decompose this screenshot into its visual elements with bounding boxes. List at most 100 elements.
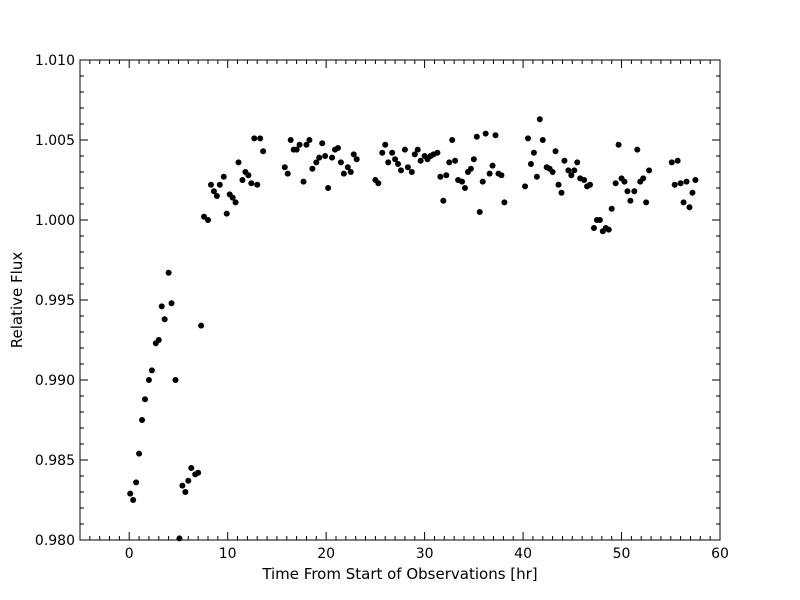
data-point bbox=[325, 185, 332, 191]
data-point bbox=[141, 396, 148, 403]
data-point bbox=[446, 159, 453, 166]
data-point bbox=[309, 165, 316, 172]
data-point bbox=[130, 497, 137, 503]
x-tick-label: 20 bbox=[317, 546, 335, 562]
data-point bbox=[168, 300, 175, 307]
data-point bbox=[296, 141, 303, 148]
data-point bbox=[161, 316, 168, 323]
data-point bbox=[155, 337, 162, 343]
y-tick-label: 0.980 bbox=[35, 533, 75, 549]
data-point bbox=[486, 170, 493, 177]
data-point bbox=[136, 450, 143, 457]
data-point bbox=[232, 199, 239, 206]
data-point bbox=[680, 199, 687, 206]
data-point bbox=[340, 170, 347, 177]
y-tick-label: 0.985 bbox=[35, 453, 75, 469]
data-point bbox=[329, 154, 336, 161]
data-point bbox=[646, 167, 653, 174]
data-point bbox=[337, 159, 344, 166]
data-point bbox=[322, 153, 329, 159]
data-point bbox=[220, 173, 227, 180]
data-point bbox=[449, 137, 456, 143]
data-point bbox=[677, 180, 684, 187]
data-point bbox=[392, 156, 399, 163]
data-point bbox=[195, 469, 202, 476]
data-point bbox=[353, 156, 360, 163]
data-point bbox=[612, 180, 619, 187]
data-point bbox=[459, 178, 466, 185]
data-point bbox=[470, 156, 477, 163]
data-point bbox=[235, 159, 242, 166]
data-point bbox=[692, 177, 699, 183]
data-point bbox=[671, 181, 678, 188]
data-point bbox=[587, 181, 594, 188]
data-point bbox=[568, 172, 575, 179]
y-axis-label: Relative Flux bbox=[8, 252, 26, 349]
data-point bbox=[608, 205, 615, 212]
y-tick-label: 1.010 bbox=[35, 53, 75, 69]
data-point bbox=[207, 181, 214, 188]
data-point bbox=[683, 178, 690, 185]
data-point bbox=[300, 178, 307, 185]
data-point bbox=[686, 204, 693, 211]
data-point bbox=[239, 177, 246, 183]
data-point bbox=[306, 137, 313, 143]
data-point bbox=[476, 209, 483, 215]
data-point bbox=[473, 133, 480, 140]
data-point bbox=[284, 170, 291, 177]
data-point bbox=[389, 149, 396, 156]
data-point bbox=[213, 193, 220, 199]
y-tick-label: 0.990 bbox=[35, 373, 75, 389]
data-point bbox=[668, 159, 675, 166]
data-point bbox=[182, 489, 189, 495]
data-point bbox=[251, 135, 258, 142]
data-point bbox=[565, 167, 572, 174]
data-point bbox=[395, 161, 402, 167]
x-tick-label: 30 bbox=[416, 546, 434, 562]
data-point bbox=[555, 181, 562, 188]
data-point bbox=[145, 377, 152, 383]
data-point bbox=[303, 141, 310, 148]
data-point bbox=[498, 172, 505, 179]
data-point bbox=[350, 151, 357, 158]
data-point bbox=[375, 180, 382, 187]
data-point bbox=[223, 210, 230, 217]
data-point bbox=[382, 141, 389, 148]
data-point bbox=[287, 137, 294, 143]
data-point bbox=[643, 199, 650, 206]
data-point bbox=[148, 367, 155, 374]
data-point bbox=[316, 154, 323, 161]
data-point bbox=[414, 146, 421, 153]
data-point bbox=[229, 194, 236, 201]
x-axis-label: Time From Start of Observations [hr] bbox=[261, 565, 537, 583]
data-point bbox=[596, 217, 603, 223]
data-point bbox=[621, 178, 628, 185]
data-point bbox=[417, 157, 424, 164]
data-point bbox=[640, 175, 647, 182]
data-point bbox=[210, 188, 217, 195]
data-point bbox=[533, 173, 540, 180]
data-point bbox=[385, 159, 392, 166]
x-tick-label: 10 bbox=[219, 546, 237, 562]
data-point bbox=[605, 226, 612, 233]
data-point bbox=[334, 145, 341, 151]
x-tick-label: 0 bbox=[125, 546, 134, 562]
data-point bbox=[248, 180, 255, 187]
data-point bbox=[581, 177, 588, 183]
data-point bbox=[590, 225, 597, 231]
data-point bbox=[185, 477, 192, 484]
data-point bbox=[440, 197, 447, 204]
data-point bbox=[347, 169, 354, 175]
data-point bbox=[552, 148, 559, 155]
data-point bbox=[172, 377, 179, 383]
data-point bbox=[397, 167, 404, 174]
data-point bbox=[216, 181, 223, 188]
data-point bbox=[188, 465, 195, 471]
data-point bbox=[530, 149, 537, 156]
data-point bbox=[434, 149, 441, 156]
data-point bbox=[561, 157, 568, 164]
data-point bbox=[319, 140, 326, 147]
data-point bbox=[452, 157, 459, 164]
data-point bbox=[281, 164, 288, 171]
